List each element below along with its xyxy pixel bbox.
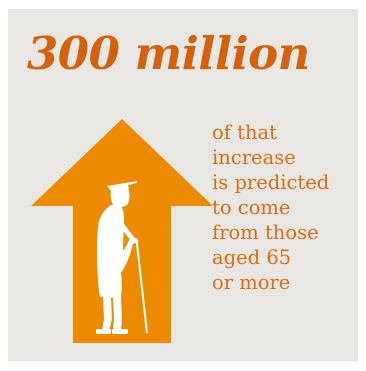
elderly-person-with-cane-icon [96, 181, 148, 334]
caption-line: is predicted [212, 171, 330, 194]
caption-line: to come [212, 196, 291, 219]
caption-line: increase [212, 146, 296, 169]
up-arrow-icon [31, 119, 213, 343]
caption-line: of that [212, 121, 278, 144]
headline-figure: 300 million [27, 27, 310, 80]
caption-text: of that increase is predicted to come fr… [212, 120, 352, 295]
caption-line: aged 65 [212, 246, 292, 269]
caption-line: from those [212, 221, 319, 244]
infographic-card: 300 million of that increase is predicte [8, 9, 358, 361]
caption-line: or more [212, 271, 291, 294]
